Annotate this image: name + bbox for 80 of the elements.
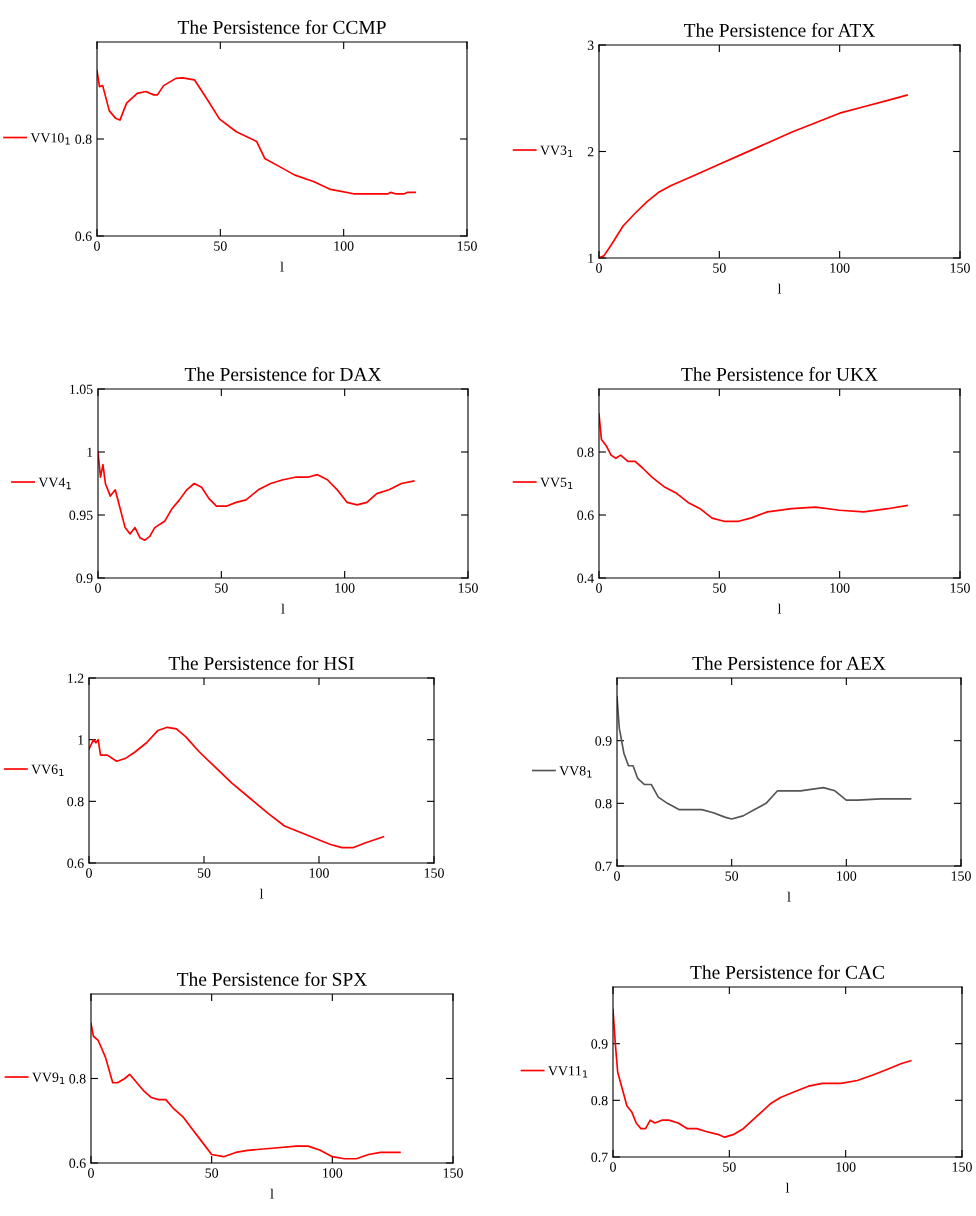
legend-label: VV6$_{1}$ bbox=[31, 764, 64, 777]
x-tick-label: 0 bbox=[614, 871, 620, 881]
x-tick-label: 50 bbox=[713, 263, 726, 273]
x-axis-title: l bbox=[280, 261, 284, 272]
y-tick-label: 0.6 bbox=[67, 858, 84, 869]
x-tick-label: 150 bbox=[950, 263, 970, 273]
x-tick-label: 100 bbox=[830, 263, 850, 273]
x-axis-title: l bbox=[270, 1188, 274, 1199]
y-tick-label: 2 bbox=[587, 147, 594, 157]
x-tick-label: 0 bbox=[95, 583, 101, 593]
y-tick-label: 0.8 bbox=[591, 1095, 608, 1106]
x-axis-title: l bbox=[777, 603, 782, 614]
x-tick-label: 100 bbox=[830, 583, 850, 593]
x-tick-label: 0 bbox=[610, 1162, 616, 1172]
x-tick-label: 150 bbox=[457, 241, 477, 251]
y-tick-label: 0.8 bbox=[69, 1074, 86, 1084]
x-tick-label: 50 bbox=[214, 241, 227, 251]
x-tick-label: 50 bbox=[725, 871, 739, 881]
x-tick-label: 100 bbox=[836, 1162, 856, 1172]
y-tick-label: 0.9 bbox=[595, 736, 612, 746]
chart-title: The Persistence for AEX bbox=[692, 655, 886, 670]
x-axis-title: l bbox=[259, 888, 264, 899]
legend-label: VV8$_{1}$ bbox=[559, 766, 592, 778]
x-tick-label: 150 bbox=[458, 583, 478, 593]
y-tick-label: 0.8 bbox=[67, 796, 84, 807]
x-tick-label: 50 bbox=[215, 583, 228, 593]
y-tick-label: 0.7 bbox=[595, 861, 612, 872]
chart-title: The Persistence for UKX bbox=[681, 366, 878, 381]
legend-label: VV10$_{1}$ bbox=[30, 133, 70, 145]
y-tick-label: 0.8 bbox=[595, 798, 612, 809]
x-tick-label: 0 bbox=[596, 263, 602, 273]
y-tick-label: 1.05 bbox=[70, 384, 93, 395]
y-tick-label: 1 bbox=[87, 447, 93, 457]
y-tick-label: 0.8 bbox=[75, 134, 92, 145]
y-tick-label: 0.8 bbox=[577, 447, 594, 458]
x-tick-label: 0 bbox=[596, 583, 602, 593]
chart-title: The Persistence for CCMP bbox=[177, 19, 386, 34]
y-tick-label: 0.6 bbox=[75, 231, 92, 242]
x-axis-title: l bbox=[787, 891, 791, 902]
y-tick-label: 0.9 bbox=[591, 1039, 608, 1049]
chart-title: The Persistence for SPX bbox=[177, 971, 367, 986]
y-tick-label: 0.9 bbox=[76, 573, 93, 584]
x-tick-label: 0 bbox=[94, 241, 100, 251]
x-tick-label: 150 bbox=[443, 1168, 463, 1178]
chart-title: The Persistence for DAX bbox=[184, 366, 382, 381]
chart-title: The Persistence for ATX bbox=[684, 22, 875, 37]
x-tick-label: 150 bbox=[950, 583, 970, 593]
legend-label: VV5$_{1}$ bbox=[540, 477, 573, 490]
y-tick-label: 0.95 bbox=[69, 510, 93, 521]
legend-label: VV9$_{1}$ bbox=[32, 1072, 65, 1085]
x-tick-label: 50 bbox=[713, 583, 726, 593]
y-tick-label: 1 bbox=[78, 735, 84, 745]
x-tick-label: 100 bbox=[334, 241, 354, 251]
y-tick-label: 1.2 bbox=[68, 673, 84, 684]
x-tick-label: 150 bbox=[424, 868, 444, 878]
x-tick-label: 100 bbox=[837, 871, 857, 881]
legend-label: VV11$_{1}$ bbox=[548, 1066, 588, 1078]
y-tick-label: 1 bbox=[588, 253, 594, 263]
x-axis-title: l bbox=[777, 283, 782, 294]
x-tick-label: 100 bbox=[323, 1168, 343, 1178]
x-tick-label: 0 bbox=[86, 868, 92, 878]
x-tick-label: 150 bbox=[952, 1162, 972, 1172]
legend-label: VV4$_{1}$ bbox=[38, 477, 71, 490]
y-tick-label: 0.6 bbox=[69, 1158, 86, 1169]
x-tick-label: 100 bbox=[309, 868, 329, 878]
x-tick-label: 50 bbox=[205, 1168, 219, 1178]
legend-label: VV3$_{1}$ bbox=[540, 145, 573, 158]
y-tick-label: 0.6 bbox=[577, 510, 594, 521]
x-tick-label: 150 bbox=[951, 871, 971, 881]
x-tick-label: 0 bbox=[88, 1168, 94, 1178]
x-axis-title: l bbox=[281, 603, 285, 614]
chart-title: The Persistence for HSI bbox=[168, 655, 354, 670]
y-tick-label: 3 bbox=[587, 40, 594, 50]
x-tick-label: 50 bbox=[723, 1162, 736, 1172]
x-tick-label: 50 bbox=[197, 868, 211, 878]
chart-title: The Persistence for CAC bbox=[690, 964, 884, 979]
x-tick-label: 100 bbox=[335, 583, 355, 593]
x-axis-title: l bbox=[785, 1182, 790, 1193]
y-tick-label: 0.4 bbox=[577, 573, 594, 584]
y-tick-label: 0.7 bbox=[591, 1152, 608, 1163]
